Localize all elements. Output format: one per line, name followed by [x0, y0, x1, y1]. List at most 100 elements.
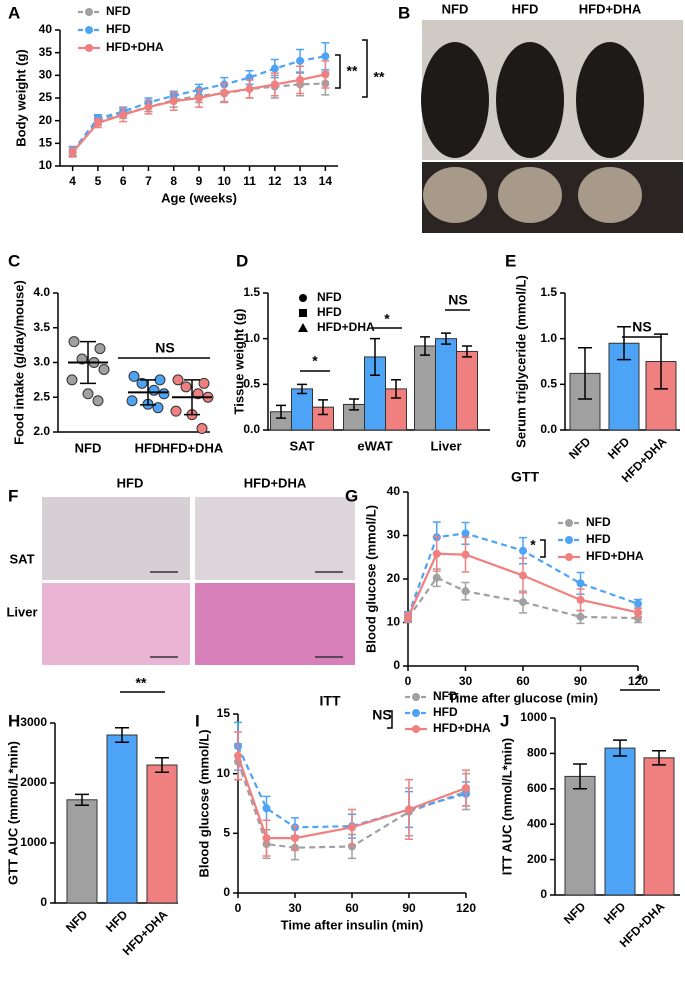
data-point [93, 118, 102, 127]
legend-marker [85, 44, 93, 52]
significance-label: NS [155, 340, 174, 356]
error-bar [184, 379, 200, 416]
data-point [461, 529, 470, 538]
column-label: NFD [442, 1, 469, 16]
data-point [576, 612, 585, 621]
y-axis-label: Blood glucose (mmol/L) [196, 729, 211, 877]
significance-label: NS [632, 319, 651, 335]
y-tick-label: 20 [39, 113, 53, 127]
data-point [154, 374, 166, 386]
column-label: HFD [117, 475, 144, 490]
y-axis-label: Tissue weight (g) [231, 309, 246, 415]
error-bar [613, 739, 627, 757]
data-point [405, 805, 413, 814]
legend-label: HFD+DHA [106, 40, 164, 54]
y-tick-label: 200 [527, 852, 547, 866]
legend-marker [412, 693, 420, 701]
data-point [296, 75, 305, 84]
error-bar [140, 379, 156, 406]
bar [66, 799, 98, 904]
panel-letter: B [398, 3, 410, 22]
error-bar [578, 347, 592, 400]
dissected-mouse [498, 167, 562, 223]
series-line [407, 576, 639, 620]
series-line [71, 55, 326, 152]
significance-label: NS [448, 292, 467, 308]
data-point [136, 377, 148, 389]
y-tick-label: 0.5 [243, 377, 260, 391]
x-axis-label: Time after insulin (min) [281, 917, 424, 932]
bar [643, 757, 675, 896]
x-tick-label: 30 [459, 674, 473, 688]
y-axis-label: Serum triglyceride (mmol/L) [513, 275, 528, 448]
data-point [169, 97, 178, 106]
x-tick-label: 120 [628, 674, 648, 688]
data-point [94, 343, 106, 355]
x-tick-label: 10 [218, 174, 232, 188]
panel-letter: A [8, 3, 20, 22]
x-tick-label: 90 [574, 674, 588, 688]
data-point [196, 423, 208, 435]
y-tick-label: 0.0 [243, 422, 260, 436]
x-tick-label: 5 [95, 174, 102, 188]
data-point [144, 103, 153, 112]
x-tick-label: HFD [135, 440, 162, 455]
error-bar [420, 336, 430, 356]
data-point [220, 88, 229, 97]
legend-label: HFD+DHA [586, 549, 644, 563]
data-point [348, 823, 356, 832]
data-point [321, 70, 330, 79]
y-tick-label: 0 [540, 887, 547, 901]
y-tick-label: 30 [39, 68, 53, 82]
legend-marker [412, 725, 420, 733]
legend-marker [299, 294, 307, 302]
significance-bracket [362, 39, 368, 98]
data-point [348, 842, 356, 851]
bar [435, 338, 457, 431]
y-tick-label: 600 [527, 781, 547, 795]
x-tick-label: 6 [120, 174, 127, 188]
y-tick-label: 1.0 [540, 331, 557, 345]
y-tick-label: 15 [39, 136, 53, 150]
x-tick-label: 120 [456, 901, 476, 915]
data-point [66, 374, 78, 386]
data-point [519, 546, 527, 555]
legend-marker [412, 709, 420, 717]
x-tick-label: 30 [288, 901, 302, 915]
data-point [262, 804, 271, 813]
data-point [195, 94, 203, 102]
mouse [421, 42, 489, 158]
legend-label: NFD [433, 689, 458, 703]
x-tick-label: 0 [405, 674, 412, 688]
legend-marker [565, 519, 573, 527]
y-tick-label: 40 [39, 22, 53, 36]
error-bar [573, 763, 587, 790]
y-tick-label: 10 [217, 766, 231, 780]
y-tick-label: 40 [387, 484, 401, 498]
x-axis-label: Time after glucose (min) [448, 690, 598, 705]
y-tick-label: 3000 [20, 715, 47, 729]
error-bar [370, 337, 380, 376]
data-point [296, 56, 305, 65]
series-line [406, 552, 639, 618]
significance-bracket [387, 710, 393, 729]
data-point [576, 595, 585, 604]
legend-marker [85, 8, 93, 16]
error-bar [80, 340, 96, 385]
y-axis-label: Food intake (g/day/mouse) [11, 280, 26, 445]
series-line [236, 761, 467, 849]
x-tick-label: 9 [196, 174, 203, 188]
x-tick-label: HFD [601, 899, 629, 927]
series-line [237, 745, 467, 829]
legend-label: HFD [317, 305, 342, 319]
x-tick-label: NFD [566, 434, 594, 462]
histology-image [42, 583, 190, 665]
data-point [519, 571, 527, 580]
data-point [128, 370, 140, 382]
histology-image [42, 497, 190, 580]
data-point [262, 834, 271, 843]
significance-label: ** [347, 63, 358, 79]
row-label: SAT [9, 551, 34, 566]
significance-label: ** [136, 675, 147, 691]
